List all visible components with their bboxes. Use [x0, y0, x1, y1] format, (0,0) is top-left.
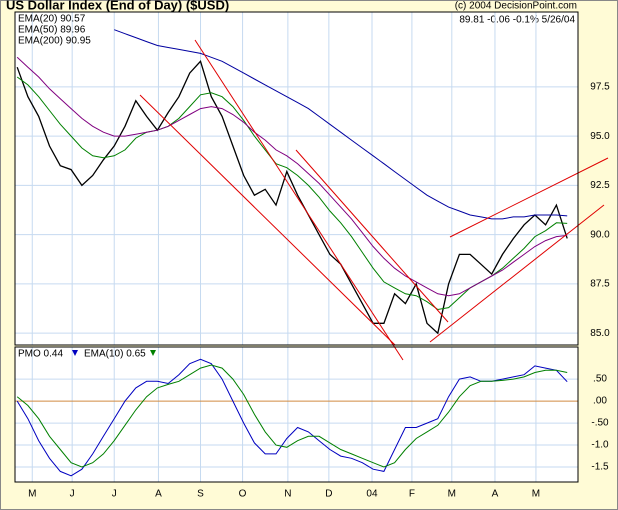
- x-tick-label: M: [532, 489, 540, 500]
- legend-entry: EMA(50) 89.96: [18, 25, 86, 36]
- y-tick-label: 87.5: [590, 279, 610, 290]
- y-tick-label: 85.0: [590, 328, 610, 339]
- header: 89.81 -0.06 -0.1% 5/26/04: [459, 15, 575, 26]
- arrow-down: [72, 350, 78, 356]
- x-tick-label: N: [284, 489, 291, 500]
- y-tick-label: -1.0: [591, 440, 609, 451]
- legend-entry: PMO 0.44: [18, 349, 63, 360]
- y-tick-label: 97.5: [590, 82, 610, 93]
- series-line: [16, 56, 568, 297]
- x-tick-label: F: [409, 489, 415, 500]
- x-tick-label: S: [197, 489, 204, 500]
- pmo-frame: [14, 346, 579, 483]
- price-frame: [14, 11, 579, 346]
- arrow-down: [150, 350, 156, 356]
- y-tick-label: -1.5: [591, 462, 609, 473]
- x-tick-label: J: [112, 489, 117, 500]
- y-tick-label: .50: [593, 374, 607, 385]
- pmo-panel: [15, 347, 578, 482]
- series-line: [114, 29, 568, 220]
- x-tick-label: O: [239, 489, 247, 500]
- y-tick-label: .00: [593, 396, 607, 407]
- chart-title: US Dollar Index (End of Day) ($USD): [6, 0, 229, 12]
- x-tick-label: A: [492, 489, 499, 500]
- x-tick-label: M: [28, 489, 36, 500]
- series-line: [16, 60, 568, 335]
- x-tick-label: J: [70, 489, 75, 500]
- legend-entry: EMA(200) 90.95: [18, 36, 91, 47]
- y-tick-label: 95.0: [590, 131, 610, 142]
- series-line: [16, 358, 568, 477]
- trend-lines: [139, 39, 609, 361]
- source: (c) 2004 DecisionPoint.com: [455, 1, 577, 12]
- x-tick-label: A: [155, 489, 162, 500]
- x-tick-label: M: [448, 489, 456, 500]
- legend-entry: EMA(10) 0.65: [84, 349, 146, 360]
- x-tick-label: 04: [366, 489, 378, 500]
- y-tick-label: 90.0: [590, 229, 610, 240]
- price-panel: [15, 12, 578, 345]
- series-line: [16, 364, 568, 468]
- x-tick-label: D: [325, 489, 332, 500]
- legend-entry: EMA(20) 90.57: [18, 14, 86, 25]
- y-tick-label: -.50: [591, 418, 609, 429]
- y-tick-label: 92.5: [590, 180, 610, 191]
